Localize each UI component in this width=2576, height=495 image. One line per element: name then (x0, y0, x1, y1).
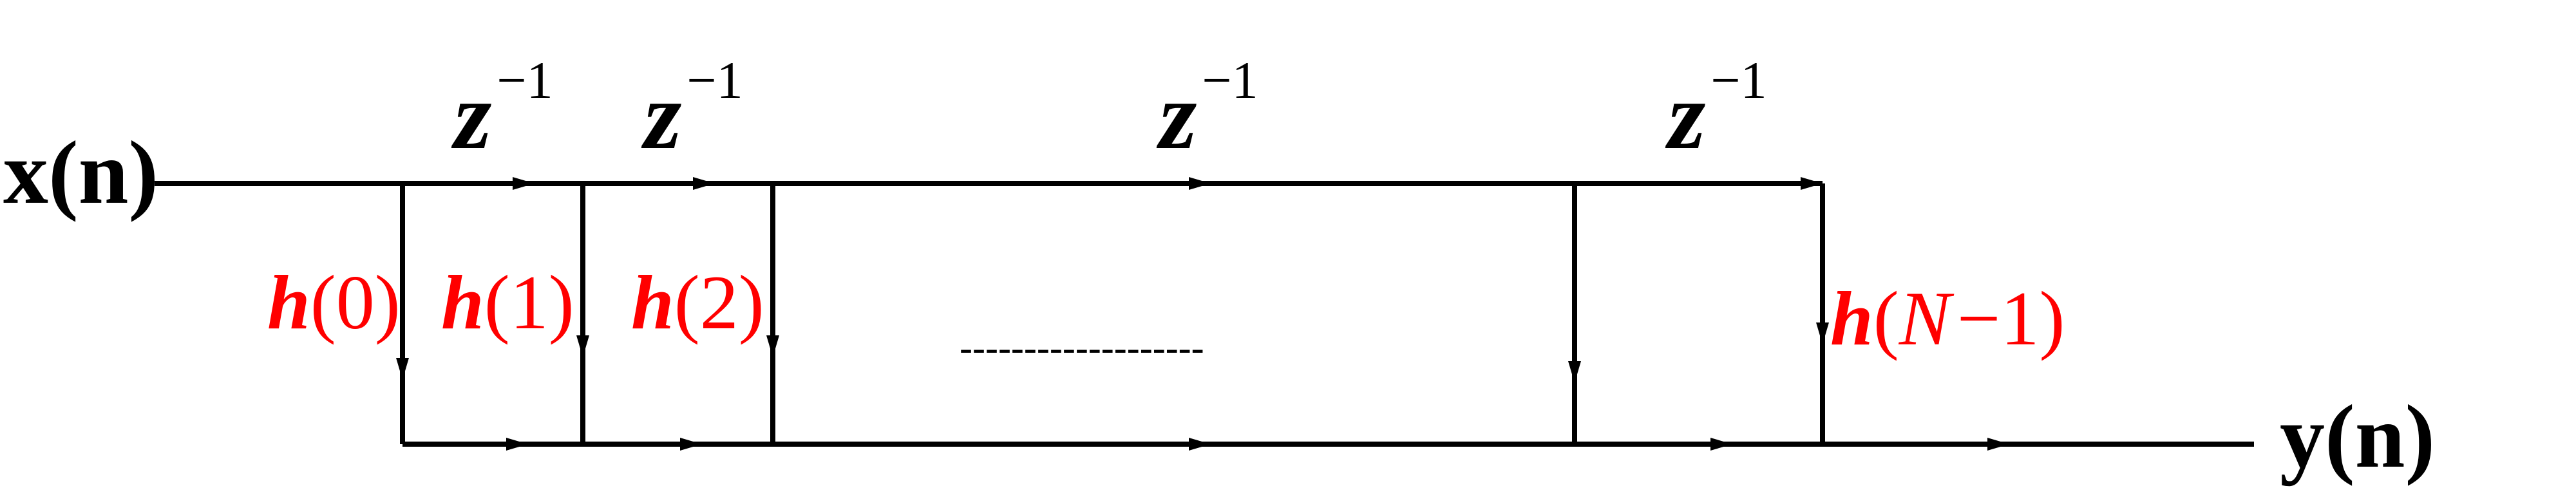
ellipsis-dashes: ------------------- (960, 326, 1204, 369)
delay-label-2: z−1 (641, 51, 743, 169)
sum-arrow-5 (1987, 438, 2009, 451)
sum-arrow-4 (1710, 438, 1732, 451)
delay-arrow-3 (1189, 177, 1211, 190)
sum-arrow-1 (506, 438, 528, 451)
tap-arrow-3 (1568, 361, 1581, 383)
coefficient-label-0: h(0) (267, 259, 401, 345)
delay-arrow-2 (693, 177, 715, 190)
tap-arrow-1 (576, 335, 589, 357)
delay-label-4: z−1 (1665, 51, 1767, 169)
delay-arrow-1 (513, 177, 535, 190)
input-label: x(n) (3, 123, 158, 223)
output-label: y(n) (2280, 387, 2435, 487)
sum-arrow-2 (680, 438, 702, 451)
tap-arrow-4 (1816, 322, 1829, 344)
coefficient-label-n-1: h(N−1) (1830, 276, 2065, 361)
tap-arrow-2 (766, 335, 779, 357)
tap-arrow-0 (396, 358, 409, 380)
coefficient-label-2: h(2) (631, 259, 764, 345)
delay-label-1: z−1 (451, 51, 553, 169)
delay-label-3: z−1 (1156, 51, 1258, 169)
sum-arrow-3 (1189, 438, 1211, 451)
delay-arrow-4 (1801, 177, 1823, 190)
coefficient-label-1: h(1) (441, 259, 574, 345)
